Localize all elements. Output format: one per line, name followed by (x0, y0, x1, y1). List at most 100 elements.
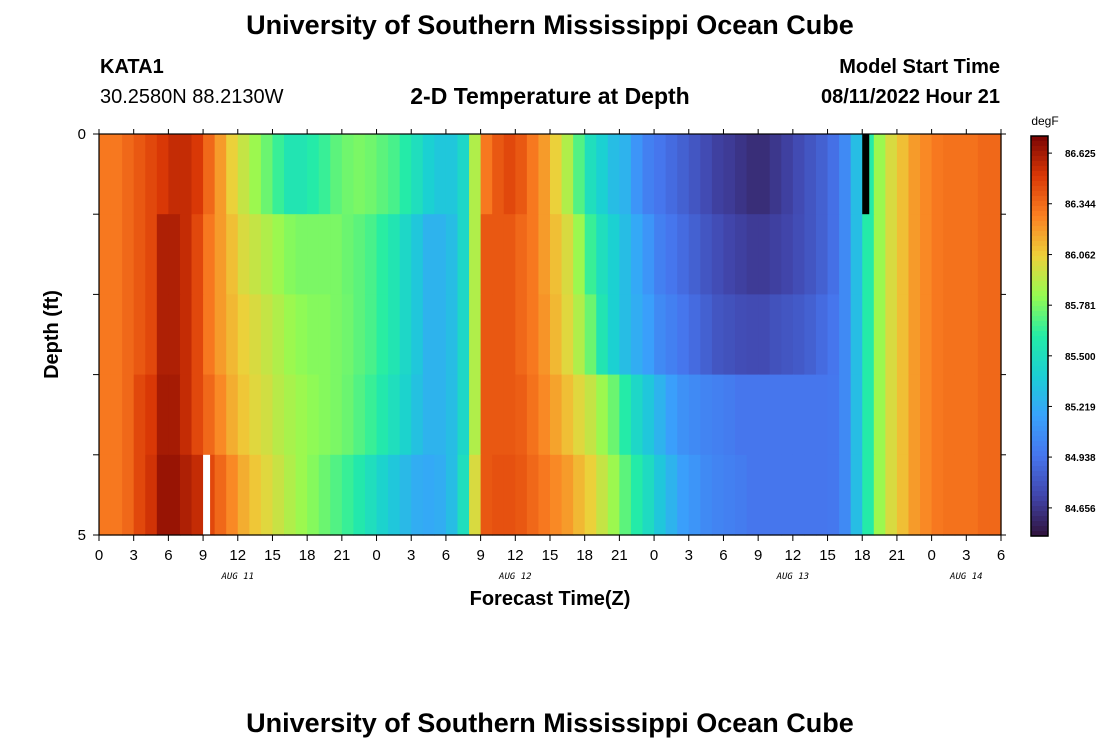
x-tick-label: 3 (130, 547, 138, 564)
heatmap-cell (457, 454, 470, 536)
heatmap-cell (596, 214, 609, 295)
colorbar-segment (1031, 311, 1048, 317)
heatmap-cell (318, 374, 331, 456)
heatmap-cell (179, 214, 193, 295)
colorbar-tick-label: 85.500 (1065, 352, 1096, 363)
heatmap-cell (179, 134, 193, 215)
heatmap-cell (596, 454, 609, 536)
heatmap-cell (989, 374, 1002, 456)
heatmap-cell (746, 134, 759, 215)
heatmap-cell (735, 134, 748, 215)
heatmap-cell (781, 374, 794, 456)
colorbar-segment (1031, 266, 1048, 272)
heatmap-cell (110, 374, 123, 456)
heatmap-cell (654, 374, 667, 456)
heatmap-cell (156, 294, 169, 376)
heatmap-cell (769, 294, 782, 376)
colorbar-segment (1031, 236, 1048, 242)
colorbar-segment (1031, 186, 1048, 192)
x-tick-label: 18 (854, 547, 871, 564)
heatmap-cell (943, 214, 956, 295)
min-marker (862, 134, 870, 215)
heatmap-cell (307, 454, 320, 536)
heatmap-cell (133, 134, 146, 215)
heatmap-cell (677, 454, 690, 536)
colorbar-tick-label: 86.344 (1065, 200, 1096, 211)
heatmap-cell (457, 374, 470, 456)
heatmap-cell (723, 214, 736, 295)
heatmap-cell (399, 214, 412, 295)
colorbar-segment (1031, 306, 1048, 312)
colorbar-segment (1031, 456, 1048, 462)
heatmap-cell (642, 134, 655, 215)
colorbar-segment (1031, 411, 1048, 417)
x-tick-label: 0 (95, 547, 103, 564)
colorbar-segment (1031, 141, 1048, 147)
heatmap-cell (792, 374, 806, 456)
heatmap-cell (584, 134, 597, 215)
heatmap-cell (341, 374, 355, 456)
heatmap-cell (966, 134, 979, 215)
heatmap-cell (943, 294, 956, 376)
heatmap-cell (746, 374, 759, 456)
heatmap-cell (295, 294, 308, 376)
heatmap-cell (931, 294, 944, 376)
heatmap-cell (515, 294, 528, 376)
heatmap-cell (677, 134, 690, 215)
heatmap-cell (191, 374, 204, 456)
heatmap-cell (677, 374, 690, 456)
heatmap-cell (480, 134, 493, 215)
heatmap-cell (815, 374, 829, 456)
x-tick-label: 9 (754, 547, 762, 564)
heatmap-cell (376, 214, 389, 295)
heatmap-cell (457, 294, 470, 376)
colorbar-segment (1031, 176, 1048, 182)
heatmap-cell (758, 134, 771, 215)
heatmap-cell (584, 214, 597, 295)
heatmap-cell (260, 374, 274, 456)
heatmap-cell (815, 294, 829, 376)
x-tick-label: 0 (927, 547, 935, 564)
heatmap-cell (850, 374, 863, 456)
heatmap-cell (723, 374, 736, 456)
heatmap-cell (746, 294, 759, 376)
heatmap-cell (723, 294, 736, 376)
colorbar-segment (1031, 436, 1048, 442)
heatmap-cell (665, 214, 678, 295)
heatmap-cell (307, 134, 320, 215)
heatmap-cell (445, 214, 459, 295)
heatmap-cell (214, 214, 227, 295)
heatmap-cell (896, 134, 910, 215)
heatmap-cell (642, 454, 655, 536)
colorbar-segment (1031, 206, 1048, 212)
colorbar-segment (1031, 271, 1048, 277)
colorbar-unit: degF (1031, 114, 1058, 128)
heatmap-cell (711, 134, 725, 215)
heatmap-cell (839, 294, 852, 376)
heatmap-cell (445, 134, 459, 215)
heatmap-cell (341, 214, 355, 295)
heatmap-cell (503, 134, 516, 215)
heatmap-cell (179, 374, 193, 456)
heatmap-cell (179, 294, 193, 376)
colorbar-segment (1031, 531, 1048, 537)
y-tick-label: 0 (78, 126, 86, 143)
heatmap-cell (480, 294, 493, 376)
colorbar-tick-label: 86.625 (1065, 149, 1096, 160)
heatmap-cell (526, 214, 540, 295)
heatmap-cell (99, 374, 112, 456)
heatmap-cell (295, 374, 308, 456)
heatmap-cell (700, 294, 713, 376)
colorbar-segment (1031, 196, 1048, 202)
x-tick-label: 9 (199, 547, 207, 564)
heatmap-cell (584, 374, 597, 456)
heatmap-cell (873, 214, 886, 295)
colorbar-segment (1031, 301, 1048, 307)
heatmap-cell (214, 374, 227, 456)
heatmap-cell (434, 134, 447, 215)
heatmap-cell (977, 214, 991, 295)
heatmap-cell (376, 294, 389, 376)
heatmap-cell (665, 374, 678, 456)
heatmap-cell (619, 294, 632, 376)
heatmap-cell (399, 294, 412, 376)
